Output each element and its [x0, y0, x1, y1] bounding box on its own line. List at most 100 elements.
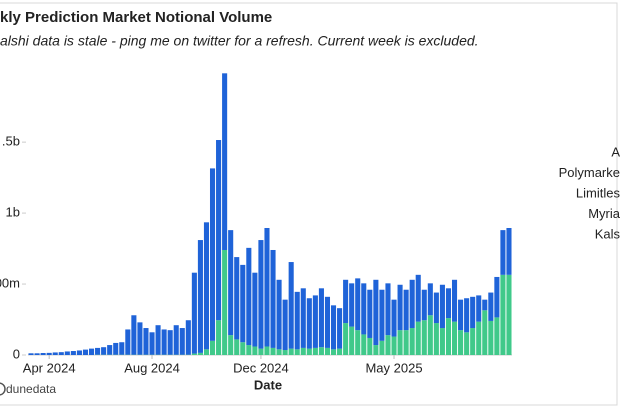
bar-segment — [270, 250, 275, 348]
bar-segment — [373, 280, 378, 345]
x-tick-label: Dec 2024 — [233, 360, 289, 375]
bar-segment — [337, 308, 342, 348]
bar-segment — [301, 348, 306, 355]
bar-segment — [422, 320, 427, 355]
bar-segment — [277, 349, 282, 355]
chart-title: kly Prediction Market Notional Volume — [0, 9, 272, 26]
bar-segment — [186, 320, 191, 354]
bar-segment — [391, 337, 396, 355]
bar-segment — [125, 329, 130, 354]
bar-segment — [216, 140, 221, 320]
bar-segment — [65, 351, 70, 355]
bar-segment — [149, 332, 154, 354]
bar-segment — [289, 262, 294, 349]
legend-label: Limitles — [576, 185, 620, 200]
bar-segment — [361, 283, 366, 334]
bar-segment — [319, 288, 324, 347]
x-tick-label: May 2025 — [365, 360, 422, 375]
bar-segment — [95, 348, 100, 355]
bar-segment — [162, 329, 167, 354]
legend-label: Polymarke — [559, 165, 620, 180]
y-tick-label: 0 — [13, 346, 20, 361]
bar-segment — [101, 347, 106, 355]
bar-segment — [398, 330, 403, 355]
bar-segment — [416, 275, 421, 322]
bar-segment — [506, 275, 511, 355]
bar-segment — [222, 250, 227, 355]
bar-segment — [119, 342, 124, 354]
bar-segment — [398, 285, 403, 330]
bar-segment — [470, 328, 475, 355]
bar-segment — [331, 349, 336, 355]
bar-segment — [210, 168, 215, 340]
bar-segment — [325, 348, 330, 355]
bar-segment — [373, 345, 378, 355]
bar-segment — [174, 325, 179, 355]
bar-segment — [137, 322, 142, 354]
bar-segment — [107, 345, 112, 355]
bar-segment — [422, 290, 427, 321]
bar-segment — [355, 278, 360, 330]
bar-segment — [404, 330, 409, 355]
bar-segment — [379, 341, 384, 355]
bar-segment — [35, 353, 40, 355]
bar-segment — [210, 341, 215, 355]
y-tick-label: 00m — [0, 275, 20, 290]
bar-segment — [258, 240, 263, 349]
bar-segment — [482, 310, 487, 355]
bar-segment — [198, 240, 203, 353]
bar-segment — [458, 300, 463, 331]
bar-segment — [240, 265, 245, 342]
bar-segment — [53, 352, 58, 355]
bar-segment — [361, 334, 366, 355]
bar-segment — [283, 300, 288, 350]
bar-segment — [168, 330, 173, 355]
bar-segment — [246, 345, 251, 355]
x-tick-label: Apr 2024 — [23, 360, 76, 375]
chart-subtitle: alshi data is stale - ping me on twitter… — [0, 33, 479, 49]
bar-segment — [458, 330, 463, 355]
bar-segment — [446, 288, 451, 318]
bar-segment — [252, 273, 257, 347]
bar-segment — [500, 275, 505, 355]
bar-segment — [367, 290, 372, 338]
bar-segment — [246, 248, 251, 345]
bar-segment — [204, 222, 209, 349]
y-tick-label: .5b — [2, 134, 20, 149]
footer: dunedata — [6, 382, 56, 396]
bar-segment — [319, 347, 324, 355]
bar-segment — [283, 350, 288, 355]
bar-segment — [349, 327, 354, 355]
bar-segment — [277, 280, 282, 350]
bar-segment — [264, 346, 269, 355]
bar-segment — [464, 298, 469, 332]
bar-segment — [234, 257, 239, 339]
bar-segment — [506, 228, 511, 275]
bar-segment — [488, 293, 493, 321]
bar-segment — [391, 300, 396, 337]
bar-segment — [204, 349, 209, 355]
bar-segment — [295, 292, 300, 349]
bar-segment — [476, 322, 481, 355]
bar-segment — [198, 353, 203, 355]
bar-segment — [428, 283, 433, 315]
bar-segment — [440, 328, 445, 355]
footer-logo — [0, 383, 5, 395]
bar-segment — [349, 283, 354, 326]
bar-segment — [228, 230, 233, 335]
bar-segment — [434, 293, 439, 324]
bar-segment — [464, 332, 469, 355]
bar-segment — [434, 323, 439, 355]
legend-label: Kals — [595, 226, 620, 241]
bar-segment — [494, 317, 499, 355]
bar-segment — [289, 349, 294, 355]
bar-segment — [89, 349, 94, 355]
x-axis-title: Date — [254, 377, 282, 392]
bar-segment — [270, 348, 275, 355]
legend-label: A — [611, 144, 620, 159]
bar-segment — [28, 353, 33, 355]
bar-segment — [355, 330, 360, 355]
bar-segment — [325, 297, 330, 348]
bar-segment — [488, 321, 493, 355]
